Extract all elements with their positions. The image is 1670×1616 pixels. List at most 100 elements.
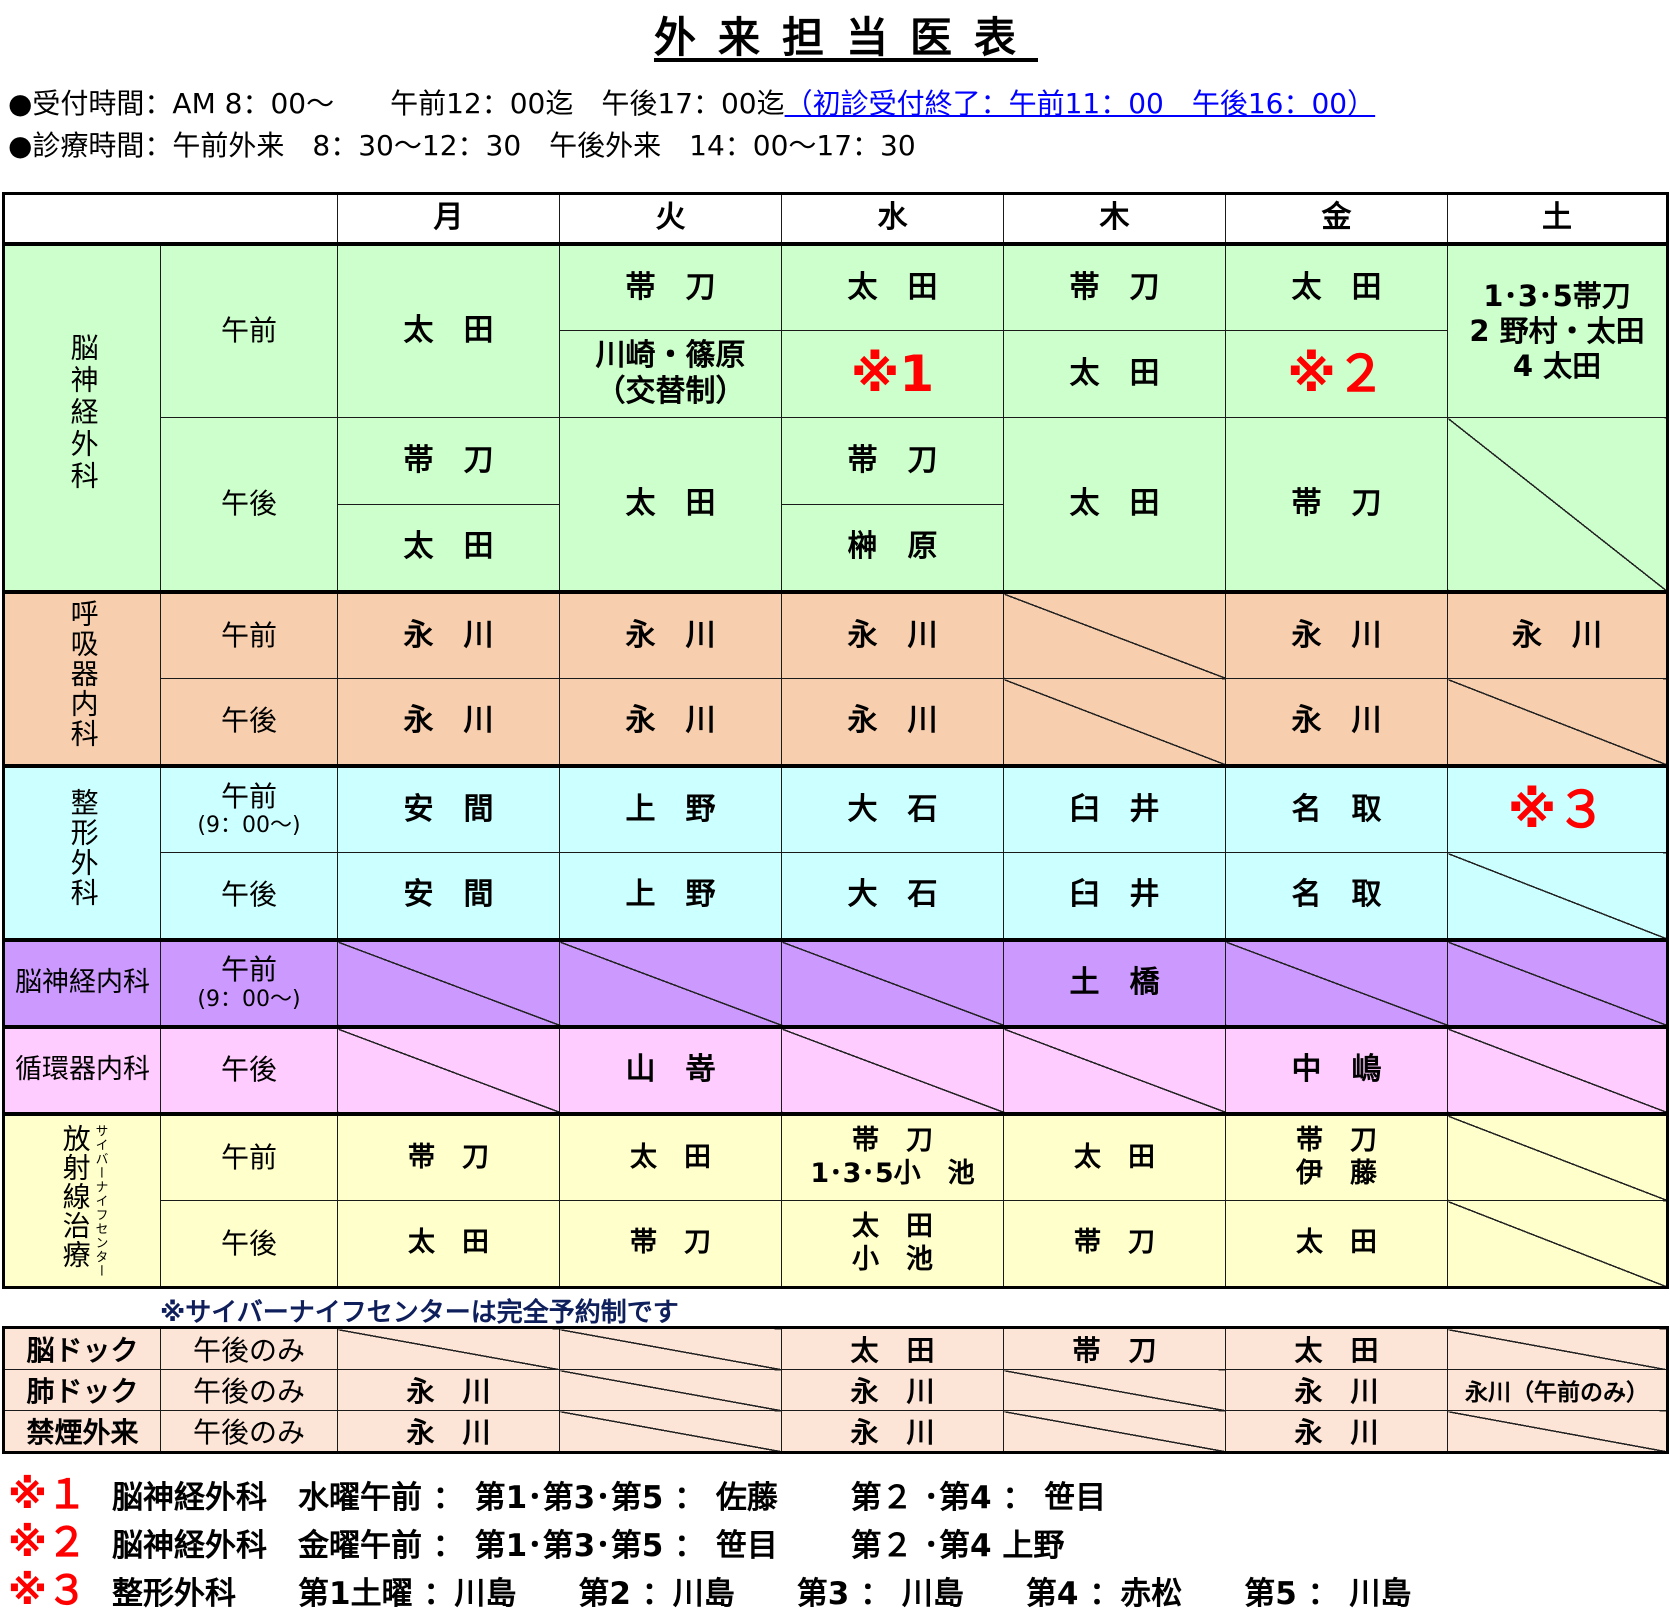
footnote-3-text: 整形外科 第1土曜 ：川島 第2 ：川島 第3 ： 川島 第4 ：赤松 第5 ：… [112, 1576, 1412, 1612]
brain-dock-sat-empty [1447, 1327, 1668, 1370]
neurosurgery-pm-wed-2: 榊 原 [781, 504, 1004, 592]
respiratory-am-thu-empty [1003, 589, 1226, 679]
footnote-2: ※２ 脳神経外科 金曜午前 ： 第1･第3･第5 ： 笹目 第２ ･第4 上野 [8, 1510, 1064, 1568]
neurosurgery-pm-fri: 帯 刀 [1225, 417, 1448, 592]
respiratory-pm-sat-empty [1447, 678, 1669, 766]
smoking-clinic-fri: 永 川 [1225, 1410, 1448, 1453]
respiratory-pm-row: 午後 永 川 永 川 永 川 永 川 [4, 678, 1669, 766]
neurosurgery-am-mon: 太 田 [337, 241, 560, 418]
radiation-am-wed-2: 1･3･5小 池 [810, 1157, 975, 1189]
neurology-sat-empty [1447, 937, 1669, 1027]
day-wednesday: 水 [781, 192, 1004, 244]
radiation-pm-wed-2: 小 池 [852, 1243, 933, 1275]
footnote-3-mark: ※３ [8, 1568, 87, 1614]
footnote-1: ※１ 脳神経外科 水曜午前 ： 第1･第3･第5 ： 佐藤 第２ ･第4 ： 笹目 [8, 1462, 1106, 1520]
note-mark-3: ※３ [1507, 780, 1607, 839]
neurology-tue-empty [559, 937, 782, 1027]
lung-dock-thu-empty [1003, 1369, 1226, 1411]
smoking-clinic-sat-empty [1447, 1410, 1668, 1453]
orthopedics-dept-text: 整形外科 [66, 788, 100, 909]
neurology-am-label: 午前 (9：00～) [160, 937, 338, 1027]
radiation-pm-row: 午後 太 田 帯 刀 太 田 小 池 帯 刀 太 田 [4, 1200, 1669, 1289]
respiratory-pm-thu-empty [1003, 678, 1226, 766]
orthopedics-pm-thu: 臼 井 [1003, 852, 1226, 940]
neurosurgery-am-tue-2a: 川崎・篠原 [595, 338, 746, 373]
respiratory-pm-mon: 永 川 [337, 678, 560, 766]
radiation-am-wed: 帯 刀 1･3･5小 池 [781, 1111, 1004, 1201]
neurosurgery-dept-text: 脳神経外科 [66, 333, 100, 494]
neurology-am-time: (9：00～) [197, 986, 301, 1012]
cardiology-row: 循環器内科 午後 山 嵜 中 嶋 [2, 1024, 1669, 1114]
radiation-am-label: 午前 [160, 1111, 338, 1201]
respiratory-pm-fri: 永 川 [1225, 678, 1448, 766]
smoking-clinic-time: 午後のみ [160, 1410, 338, 1453]
neurology-dept-label: 脳神経内科 [2, 937, 161, 1027]
neurosurgery-am-fri-1: 太 田 [1225, 241, 1448, 331]
orthopedics-am-fri: 名 取 [1225, 763, 1448, 853]
neurology-am-label-text: 午前 [220, 953, 277, 986]
neurosurgery-pm-sat-empty [1447, 417, 1669, 592]
radiation-am-tue: 太 田 [559, 1111, 782, 1201]
dock-row-lung: 肺ドック 午後のみ 永 川 永 川 永 川 永川（午前のみ） [3, 1369, 1668, 1411]
radiation-pm-label: 午後 [160, 1200, 338, 1289]
orthopedics-am-mon: 安 間 [337, 763, 560, 853]
neurology-mon-empty [337, 937, 560, 1027]
orthopedics-am-tue: 上 野 [559, 763, 782, 853]
neurosurgery-dept-label: 脳神経外科 [2, 241, 161, 592]
brain-dock-tue-empty [559, 1327, 782, 1370]
cardiology-wed-empty [781, 1024, 1004, 1114]
radiation-pm-sat-empty [1447, 1200, 1669, 1289]
respiratory-pm-wed: 永 川 [781, 678, 1004, 766]
day-tuesday: 火 [559, 192, 782, 244]
neurology-wed-empty [781, 937, 1004, 1027]
neurosurgery-am-row-1: 脳神経外科 午前 太 田 帯 刀 太 田 帯 刀 太 田 1･3･5帯刀 2 野… [2, 241, 1669, 592]
footnote-1-mark: ※１ [8, 1472, 87, 1518]
neurosurgery-pm-row-1: 午後 帯 刀 太 田 帯 刀 太 田 帯 刀 [4, 417, 1669, 592]
page-title: 外来担当医表 [653, 13, 1038, 62]
orthopedics-am-thu: 臼 井 [1003, 763, 1226, 853]
note-mark-2: ※２ [1287, 345, 1386, 403]
respiratory-am-sat: 永 川 [1447, 589, 1669, 679]
orthopedics-am-label: 午前 (9：00～) [160, 763, 338, 853]
schedule-table: 月 火 水 木 金 土 脳神経外科 午前 太 田 帯 刀 太 田 帯 刀 太 田… [2, 192, 1669, 1289]
neurosurgery-sat-line-2: 2 野村・太田 [1469, 313, 1645, 348]
neurosurgery-am-wed-1: 太 田 [781, 241, 1004, 331]
first-visit-link[interactable]: （初診受付終了：午前11：00 午後16：00） [784, 87, 1376, 120]
orthopedics-pm-mon: 安 間 [337, 852, 560, 940]
orthopedics-am-row: 整形外科 午前 (9：00～) 安 間 上 野 大 石 臼 井 名 取 ※３ [2, 763, 1669, 940]
radiation-am-fri-1: 帯 刀 [1296, 1125, 1377, 1157]
radiation-pm-fri: 太 田 [1225, 1200, 1448, 1289]
reception-hours-text: ●受付時間：AM 8：00～ 午前12：00迄 午後17：00迄 [8, 87, 785, 120]
neurosurgery-pm-mon-2: 太 田 [337, 504, 560, 592]
dock-table: 脳ドック 午後のみ 太 田 帯 刀 太 田 肺ドック 午後のみ 永 川 永 川 … [2, 1326, 1669, 1454]
respiratory-pm-label: 午後 [160, 678, 338, 766]
orthopedics-pm-sat-empty [1447, 852, 1669, 940]
radiation-am-fri: 帯 刀 伊 藤 [1225, 1111, 1448, 1201]
day-monday: 月 [337, 192, 560, 244]
day-saturday: 土 [1447, 192, 1669, 244]
orthopedics-pm-tue: 上 野 [559, 852, 782, 940]
smoking-clinic-wed: 永 川 [781, 1410, 1004, 1453]
lung-dock-mon: 永 川 [337, 1369, 560, 1411]
neurosurgery-sat: 1･3･5帯刀 2 野村・太田 4 太田 [1447, 241, 1669, 418]
lung-dock-sat: 永川（午前のみ） [1447, 1369, 1668, 1411]
dock-row-brain: 脳ドック 午後のみ 太 田 帯 刀 太 田 [3, 1327, 1668, 1370]
reception-hours: ●受付時間：AM 8：00～ 午前12：00迄 午後17：00迄（初診受付終了：… [8, 82, 1375, 122]
cardiology-tue: 山 嵜 [559, 1024, 782, 1114]
radiation-dept-text: 放射線治療 [58, 1123, 92, 1269]
day-friday: 金 [1225, 192, 1448, 244]
footnote-1-text: 脳神経外科 水曜午前 ： 第1･第3･第5 ： 佐藤 第２ ･第4 ： 笹目 [112, 1480, 1107, 1516]
smoking-clinic-thu-empty [1003, 1410, 1226, 1453]
neurology-thu: 土 橋 [1003, 937, 1226, 1027]
neurosurgery-pm-label: 午後 [160, 417, 338, 592]
neurosurgery-am-tue-2: 川崎・篠原 （交替制） [559, 330, 782, 418]
cyberknife-note: ※サイバーナイフセンターは完全予約制です [160, 1298, 679, 1328]
smoking-clinic-tue-empty [559, 1410, 782, 1453]
lung-dock-tue-empty [559, 1369, 782, 1411]
cardiology-fri: 中 嶋 [1225, 1024, 1448, 1114]
neurosurgery-am-tue-1: 帯 刀 [559, 241, 782, 331]
cardiology-thu-empty [1003, 1024, 1226, 1114]
note-mark-1: ※1 [850, 345, 935, 403]
cardiology-dept-label: 循環器内科 [2, 1024, 161, 1114]
radiation-pm-thu: 帯 刀 [1003, 1200, 1226, 1289]
